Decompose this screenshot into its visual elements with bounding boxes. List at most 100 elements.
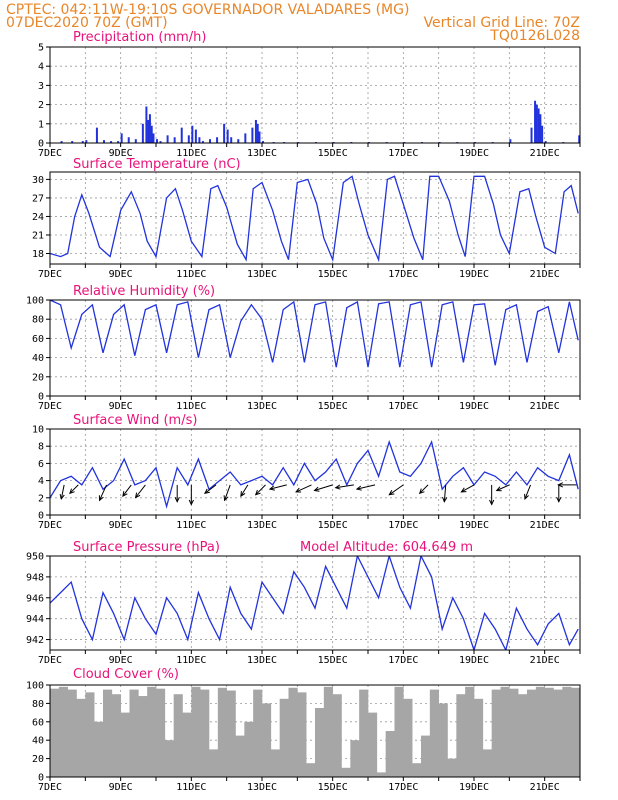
precip-bar <box>103 140 105 143</box>
rh-xtick-label: 15DEC <box>318 401 348 412</box>
pres-data <box>50 556 579 650</box>
wind-ytick-label: 4 <box>38 476 44 487</box>
cloud-bar <box>120 712 130 777</box>
cloud-bar <box>67 689 77 777</box>
cloud-bar <box>376 772 386 777</box>
wind-arrow-head <box>268 485 275 491</box>
cloud-ytick-label: 0 <box>38 773 44 784</box>
cloud-bar <box>164 740 174 777</box>
pres-ytick-label: 950 <box>26 552 44 563</box>
precip-bar <box>191 125 194 143</box>
precip-bar <box>127 137 130 143</box>
cloud-bar <box>288 687 298 777</box>
wind-arrow-shaft <box>496 484 510 491</box>
precip-bar <box>159 141 162 143</box>
cloud-xtick-label: 15DEC <box>318 782 348 793</box>
precip-bar <box>60 141 63 143</box>
wind-arrow-head <box>460 487 467 493</box>
precip-bar <box>194 129 197 143</box>
wind-xtick-label: 9DEC <box>109 520 133 531</box>
cloud-bar <box>50 688 60 777</box>
precip-panel: 0 1 2 3 4 5 7DEC 9DEC 11DEC 13DEC 15DEC 17DEC 19DEC 2… <box>38 30 581 159</box>
pres-title: Surface Pressure (hPa) <box>73 540 220 555</box>
precip-ytick-label: 0 <box>38 139 44 150</box>
wind-frame <box>49 428 581 516</box>
wind-xtick-label: 11DEC <box>176 520 206 531</box>
cloud-ytick-label: 60 <box>32 717 44 728</box>
precip-bar <box>145 106 148 143</box>
cloud-bar <box>447 758 457 777</box>
precip-ytick-label: 2 <box>38 100 44 111</box>
temp-xtick-label: 21DEC <box>530 269 560 280</box>
cloud-bar <box>500 686 510 777</box>
cloud-bar <box>209 749 219 777</box>
temp-xtick-label: 7DEC <box>38 269 62 280</box>
wind-arrow-shaft <box>356 484 376 490</box>
cloud-bar <box>359 689 369 777</box>
wind-xtick-label: 15DEC <box>318 520 348 531</box>
cloud-data <box>50 686 580 777</box>
wind-arrow-head <box>69 488 75 495</box>
pres-line <box>50 556 579 650</box>
wind-arrow-shaft <box>335 484 354 489</box>
temp-xtick-label: 19DEC <box>459 269 489 280</box>
precip-bar <box>254 119 257 143</box>
rh-panel: 0 20 40 60 80 100 7DEC 9DEC 11DEC 13DEC 15DEC 17DEC… <box>26 284 581 412</box>
precip-bar <box>110 141 113 143</box>
pres-ytick-label: 948 <box>26 572 44 583</box>
precip-bar <box>141 123 144 143</box>
cloud-bar <box>111 694 121 777</box>
precip-bar <box>223 123 226 143</box>
cloud-bar <box>412 763 422 777</box>
temp-ytick-label: 27 <box>32 193 44 204</box>
cloud-bar <box>200 689 210 777</box>
cloud-ytick-label: 80 <box>32 699 44 710</box>
wind-arrow-shaft <box>461 484 475 493</box>
wind-arrow-head <box>122 491 128 498</box>
wind-title: Surface Wind (m/s) <box>73 413 197 428</box>
cloud-bar <box>421 735 431 777</box>
wind-xtick-label: 13DEC <box>247 520 277 531</box>
cloud-bar <box>535 686 545 777</box>
pres-frame <box>49 555 581 651</box>
wind-arrow-shaft <box>389 484 404 496</box>
cloud-bar <box>562 686 572 777</box>
rh-xtick-label: 21DEC <box>530 401 560 412</box>
precip-bar <box>117 141 120 143</box>
cloud-xtick-label: 21DEC <box>530 782 560 793</box>
precip-xtick-label: 11DEC <box>176 148 206 159</box>
precip-bar <box>134 139 137 143</box>
cloud-bar <box>138 696 148 777</box>
rh-line <box>50 300 579 368</box>
wind-xtick-label: 19DEC <box>459 520 489 531</box>
precip-bar <box>537 108 540 143</box>
cloud-bar <box>94 721 104 777</box>
precip-ytick-label: 4 <box>38 62 44 73</box>
temp-xtick-label: 17DEC <box>388 269 418 280</box>
wind-arrow-head <box>134 492 141 499</box>
rh-ytick-label: 40 <box>32 353 44 364</box>
temp-panel: 18 21 24 27 30 7DEC 9DEC 11DEC 13DEC 15DEC 17DEC 19… <box>32 157 581 280</box>
precip-bar <box>226 129 229 143</box>
precip-xtick-label: 21DEC <box>530 148 560 159</box>
precip-bar <box>237 139 240 143</box>
temp-ytick-label: 30 <box>32 175 44 186</box>
wind-arrow-shaft <box>419 484 429 494</box>
precip-bar <box>173 137 176 143</box>
wind-arrow-head <box>240 491 246 498</box>
temp-ytick-label: 18 <box>32 249 44 260</box>
wind-xtick-label: 21DEC <box>530 520 560 531</box>
precip-xtick-label: 15DEC <box>318 148 348 159</box>
cloud-title: Cloud Cover (%) <box>73 667 179 682</box>
precip-bar <box>198 137 201 143</box>
cloud-bar <box>403 698 413 777</box>
rh-xtick-label: 7DEC <box>38 401 62 412</box>
cloud-bar <box>182 712 192 777</box>
precip-bar <box>509 139 512 143</box>
cloud-bar <box>491 689 501 777</box>
cloud-bar <box>244 721 254 777</box>
cloud-ytick-label: 40 <box>32 736 44 747</box>
rh-frame <box>49 299 581 397</box>
precip-bar <box>120 133 123 143</box>
cloud-bar <box>429 689 439 777</box>
